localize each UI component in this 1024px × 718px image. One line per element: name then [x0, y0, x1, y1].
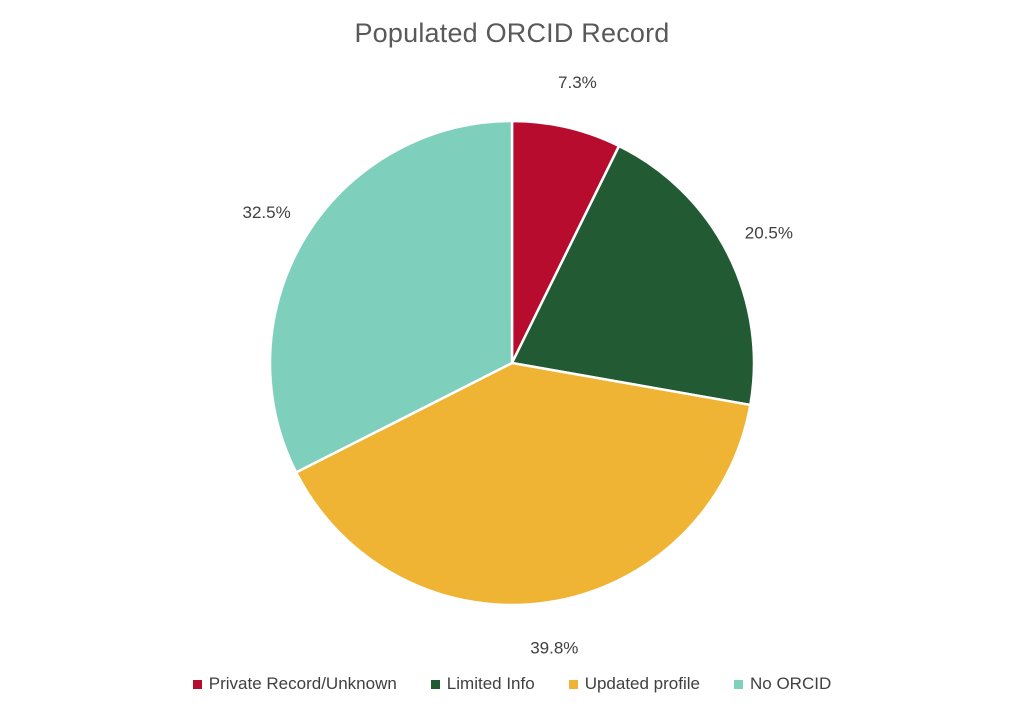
pie-slice-limited-info — [510, 144, 756, 407]
legend-item-private-record: Private Record/Unknown — [192, 674, 397, 694]
legend-swatch — [734, 679, 743, 689]
legend: Private Record/Unknown Limited Info Upda… — [0, 674, 1024, 694]
legend-swatch — [568, 679, 578, 689]
legend-swatch — [430, 679, 440, 689]
pie-slice-private-record — [510, 119, 621, 365]
pie-slice-no-orcid — [268, 119, 514, 474]
pie-data-labels: 7.3% 20.5% 39.8% 32.5% — [242, 73, 792, 657]
data-label-no-orcid: 32.5% — [242, 203, 290, 222]
pie-slice-updated-profile — [294, 361, 752, 607]
legend-swatch — [192, 679, 202, 689]
data-label-limited-info: 20.5% — [745, 223, 793, 242]
legend-item-updated-profile: Updated profile — [568, 674, 700, 694]
legend-label: Updated profile — [584, 674, 700, 693]
legend-item-no-orcid: No ORCID — [734, 674, 831, 694]
data-label-private-record: 7.3% — [558, 73, 597, 92]
legend-item-limited-info: Limited Info — [430, 674, 535, 694]
pie-slices — [268, 119, 756, 607]
legend-label: Limited Info — [446, 674, 535, 693]
data-label-updated-profile: 39.8% — [530, 638, 578, 657]
chart-title: Populated ORCID Record — [354, 18, 670, 48]
legend-label: Private Record/Unknown — [208, 674, 397, 693]
legend-label: No ORCID — [750, 674, 832, 693]
